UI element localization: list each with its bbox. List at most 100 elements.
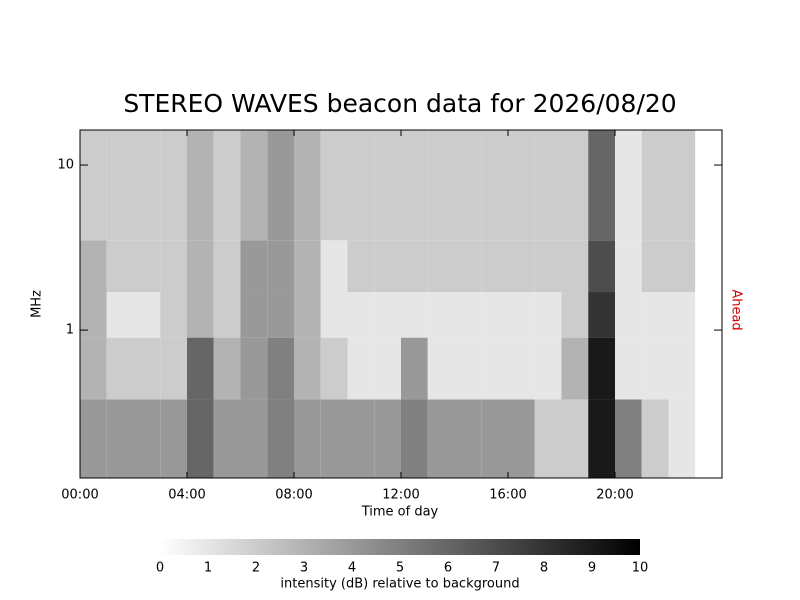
heatmap-cell — [240, 399, 268, 478]
heatmap-cell — [133, 130, 161, 241]
colorbar-tick-label: 5 — [396, 561, 404, 576]
colorbar-label: intensity (dB) relative to background — [280, 577, 519, 592]
heatmap-cell — [320, 337, 348, 400]
x-tick-label: 12:00 — [382, 488, 419, 503]
x-tick-label: 04:00 — [168, 488, 205, 503]
x-axis-label: Time of day — [361, 505, 439, 520]
heatmap-cell — [481, 337, 508, 400]
heatmap-cell — [561, 399, 589, 478]
heatmap-cell — [454, 337, 482, 400]
heatmap-cell — [588, 240, 615, 293]
heatmap-cell — [80, 240, 107, 293]
heatmap-cell — [668, 240, 696, 293]
x-tick-label: 16:00 — [489, 488, 526, 503]
heatmap-cell — [668, 337, 696, 400]
heatmap-cell — [615, 337, 642, 400]
heatmap-cell — [454, 240, 482, 293]
heatmap-cell — [80, 399, 107, 478]
heatmap-cell — [534, 337, 562, 400]
heatmap-cell — [106, 337, 134, 400]
heatmap-cell — [481, 240, 508, 293]
heatmap-cell — [320, 399, 348, 478]
heatmap-cell — [588, 292, 615, 338]
heatmap-cell — [187, 292, 214, 338]
heatmap-cell — [320, 130, 348, 241]
heatmap-cell — [427, 399, 455, 478]
heatmap-cell — [267, 130, 294, 241]
heatmap-cell — [534, 399, 562, 478]
chart-title: STEREO WAVES beacon data for 2026/08/20 — [123, 89, 676, 118]
heatmap-cell — [106, 292, 134, 338]
heatmap-cell — [561, 240, 589, 293]
heatmap-cell — [454, 130, 482, 241]
heatmap-cell — [615, 399, 642, 478]
heatmap-cell — [561, 292, 589, 338]
heatmap-cell — [508, 399, 535, 478]
heatmap-cell — [160, 337, 187, 400]
heatmap-cell — [588, 130, 615, 241]
heatmap-cell — [695, 399, 722, 478]
heatmap-cell — [294, 292, 321, 338]
heatmap-cell — [374, 130, 401, 241]
heatmap-cell — [401, 240, 428, 293]
heatmap-cell — [133, 399, 161, 478]
colorbar — [160, 539, 640, 555]
heatmap-cell — [320, 292, 348, 338]
heatmap-cell — [588, 337, 615, 400]
heatmap-cell — [508, 337, 535, 400]
heatmap-cell — [641, 399, 669, 478]
heatmap-cell — [427, 240, 455, 293]
heatmap-cell — [80, 337, 107, 400]
heatmap-cell — [213, 292, 241, 338]
heatmap-cell — [534, 130, 562, 241]
heatmap-cell — [187, 240, 214, 293]
heatmap-cell — [294, 399, 321, 478]
heatmap-cell — [374, 240, 401, 293]
heatmap-cell — [240, 292, 268, 338]
heatmap-cell — [508, 130, 535, 241]
colorbar-tick-label: 7 — [492, 561, 500, 576]
x-tick-label: 20:00 — [596, 488, 633, 503]
heatmap-cell — [80, 292, 107, 338]
heatmap-cell — [160, 130, 187, 241]
heatmap-cell — [133, 292, 161, 338]
heatmap-cell — [695, 130, 722, 241]
heatmap-cell — [401, 399, 428, 478]
heatmap-cell — [427, 337, 455, 400]
heatmap-cell — [561, 337, 589, 400]
heatmap-cell — [294, 240, 321, 293]
heatmap-cell — [213, 240, 241, 293]
colorbar-tick-label: 3 — [300, 561, 308, 576]
heatmap-cell — [133, 240, 161, 293]
heatmap-cell — [80, 130, 107, 241]
heatmap-cell — [534, 292, 562, 338]
heatmap-cell — [695, 337, 722, 400]
heatmap-cell — [267, 292, 294, 338]
y-axis-label: MHz — [30, 290, 45, 318]
heatmap-cell — [508, 240, 535, 293]
heatmap-cell — [695, 292, 722, 338]
heatmap-cell — [347, 292, 375, 338]
heatmap-cell — [160, 399, 187, 478]
colorbar-tick-label: 2 — [252, 561, 260, 576]
heatmap-cell — [641, 130, 669, 241]
heatmap-cell — [106, 240, 134, 293]
heatmap-cell — [267, 240, 294, 293]
heatmap-cell — [267, 337, 294, 400]
heatmap-cell — [320, 240, 348, 293]
heatmap-cell — [668, 292, 696, 338]
heatmap-cell — [508, 292, 535, 338]
heatmap-cell — [347, 240, 375, 293]
heatmap-cell — [561, 130, 589, 241]
heatmap-cell — [240, 240, 268, 293]
heatmap-cell — [401, 337, 428, 400]
heatmap-cell — [347, 399, 375, 478]
heatmap-cell — [668, 130, 696, 241]
heatmap-cell — [133, 337, 161, 400]
colorbar-tick-label: 8 — [540, 561, 548, 576]
x-tick-label: 08:00 — [275, 488, 312, 503]
heatmap-cell — [294, 130, 321, 241]
side-label: Ahead — [729, 289, 744, 330]
heatmap-cell — [481, 399, 508, 478]
